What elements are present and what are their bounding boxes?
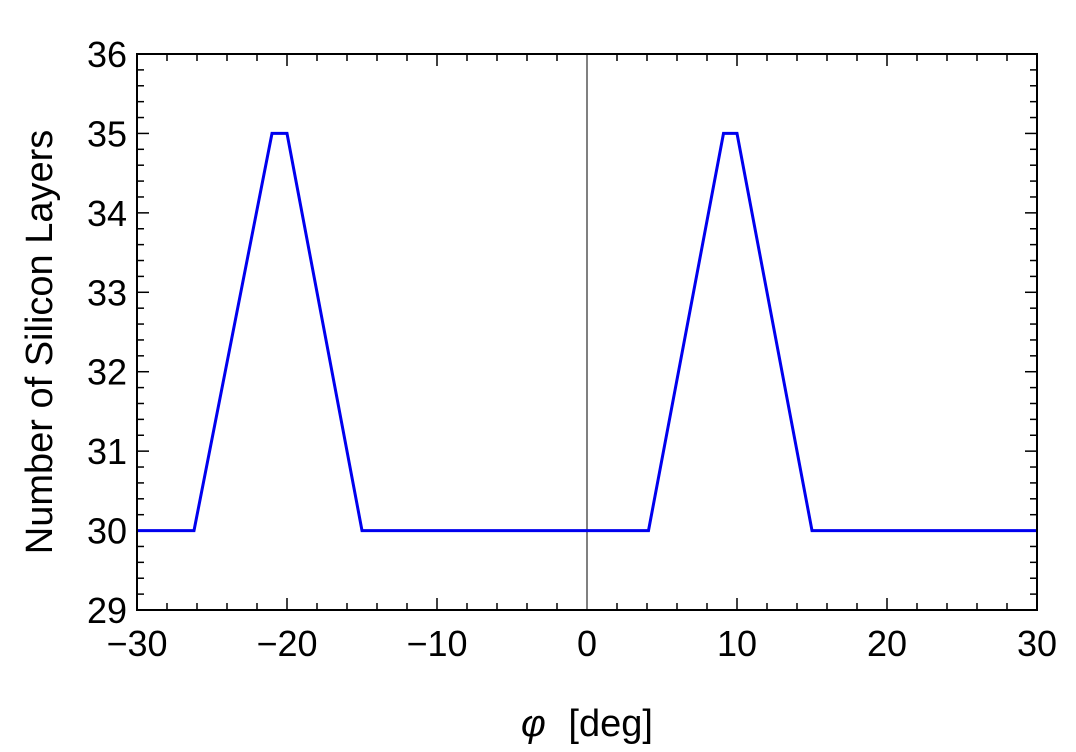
y-tick-label: 33 <box>87 272 127 313</box>
y-tick-label: 30 <box>87 511 127 552</box>
x-axis-unit: [deg] <box>568 703 653 745</box>
x-axis-title: φ [deg] <box>521 703 653 745</box>
x-axis-symbol: φ <box>521 703 546 745</box>
y-axis-title: Number of Silicon Layers <box>19 130 61 555</box>
x-tick-label: −20 <box>256 623 317 664</box>
x-tick-label: −10 <box>406 623 467 664</box>
y-tick-labels: 29 30 31 32 33 34 35 36 <box>87 34 127 631</box>
y-tick-label: 31 <box>87 431 127 472</box>
y-tick-label: 36 <box>87 34 127 75</box>
y-tick-label: 35 <box>87 113 127 154</box>
x-tick-label: 10 <box>717 623 757 664</box>
x-tick-label: 0 <box>577 623 597 664</box>
y-tick-label: 29 <box>87 590 127 631</box>
x-tick-label: 20 <box>867 623 907 664</box>
x-tick-labels: −30 −20 −10 0 10 20 30 <box>106 623 1057 664</box>
y-tick-label: 34 <box>87 193 127 234</box>
x-tick-label: 30 <box>1017 623 1057 664</box>
y-tick-label: 32 <box>87 352 127 393</box>
